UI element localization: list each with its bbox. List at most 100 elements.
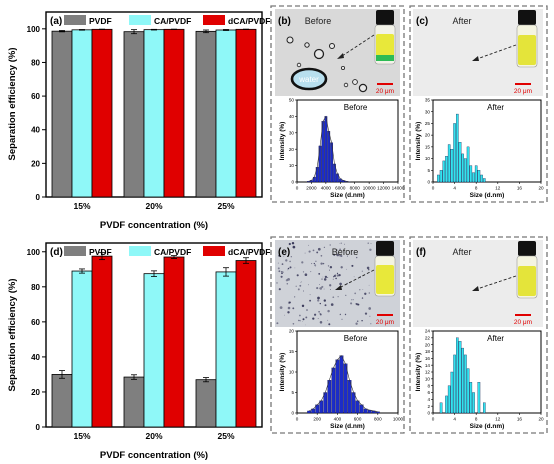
- speck: [280, 275, 283, 278]
- x-axis-title-d: PVDF concentration (%): [100, 450, 208, 461]
- hist-y-tick-label-f: 16: [425, 356, 431, 361]
- micrograph-label-b: Before: [305, 16, 332, 26]
- speck: [354, 292, 357, 295]
- hist-y-tick-label-f: 8: [427, 383, 430, 388]
- hist-bar-c: [466, 146, 470, 183]
- panel-box-b: [270, 5, 405, 203]
- hist-x-title-b: Size (d.nm): [330, 192, 365, 199]
- hist-x-tick-label-c: 16: [517, 186, 523, 191]
- hist-x-title-c: Size (d.nm): [470, 192, 505, 199]
- arrow-head-b: [337, 53, 344, 59]
- hist-bar-e: [319, 400, 324, 414]
- speck: [324, 304, 327, 307]
- micrograph-label-e: Before: [332, 247, 359, 257]
- hist-x-tick-label-b: 8000: [350, 186, 361, 191]
- speck: [336, 250, 337, 252]
- speck: [289, 266, 292, 269]
- hist-bar-f: [450, 371, 454, 414]
- speck: [329, 284, 332, 287]
- hist-bar-c: [442, 160, 446, 183]
- hist-y-tick-label-e: 20: [289, 329, 295, 334]
- y-tick-label-a: 0: [36, 193, 41, 202]
- hist-frame-c: [432, 99, 542, 183]
- speck: [329, 289, 331, 290]
- speck: [299, 284, 302, 287]
- speck: [304, 324, 306, 326]
- panel-box-c: [409, 5, 548, 203]
- hist-y-tick-label-f: 22: [425, 335, 431, 340]
- histogram-c: After 0 4 8 12 16 20 0 5 10 15 20 25 30 35 Size (d.nm) I…: [415, 98, 544, 199]
- hist-bar-f: [439, 402, 443, 414]
- speck: [284, 254, 286, 256]
- speck: [370, 242, 372, 244]
- bar-d: [195, 379, 217, 428]
- speck: [308, 244, 310, 246]
- speck: [281, 272, 283, 275]
- hist-y-tick-label-c: 25: [425, 121, 431, 126]
- hist-y-tick-label-f: 12: [425, 370, 431, 375]
- speck: [285, 279, 289, 282]
- legend-label-d: CA/PVDF: [154, 247, 191, 257]
- speck: [309, 299, 312, 302]
- speck: [281, 263, 284, 265]
- speck: [352, 299, 354, 301]
- speck: [327, 265, 330, 267]
- speck: [337, 296, 339, 298]
- hist-bar-f: [466, 368, 470, 414]
- x-tick-label-a: 25%: [217, 201, 234, 211]
- legend-label-d: dCA/PVDF: [228, 247, 271, 257]
- y-tick-label-a: 60: [31, 92, 40, 101]
- speck: [355, 322, 358, 325]
- hist-bar-c: [483, 178, 486, 183]
- speck: [312, 317, 315, 320]
- panel-label-f: (f): [416, 247, 426, 258]
- speck: [324, 275, 328, 279]
- hist-x-tick-label-b: 2000: [306, 186, 317, 191]
- speck: [370, 323, 372, 325]
- hist-bar-f: [483, 402, 486, 414]
- speck: [316, 251, 319, 254]
- bar-a: [71, 29, 93, 198]
- hist-x-tick-label-f: 20: [538, 417, 544, 422]
- speck: [283, 255, 285, 257]
- hist-y-tick-label-f: 14: [425, 363, 431, 368]
- vial-b: [374, 10, 396, 65]
- hist-x-tick-label-b: 10000: [363, 186, 376, 191]
- x-tick-label-a: 20%: [145, 201, 162, 211]
- speck: [276, 322, 279, 325]
- hist-y-title-b: Intensity (%): [279, 122, 286, 161]
- panel-label-c: (c): [416, 16, 428, 27]
- arrow-f: [473, 275, 517, 291]
- speck: [367, 242, 369, 244]
- speck: [315, 260, 317, 263]
- hist-y-tick-label-e: 10: [289, 370, 295, 375]
- speck: [320, 254, 323, 257]
- hist-bar-c: [445, 156, 448, 183]
- speck: [333, 253, 336, 256]
- speck: [296, 274, 299, 277]
- bar-d: [91, 255, 113, 428]
- speck: [277, 267, 280, 270]
- speck: [336, 272, 339, 275]
- speck: [310, 271, 312, 273]
- y-tick-label-d: 80: [31, 283, 40, 292]
- hist-x-tick-label-c: 8: [475, 186, 478, 191]
- bar-a: [215, 29, 237, 198]
- hist-x-tick-label-b: 0: [296, 186, 299, 191]
- hist-x-tick-label-c: 12: [495, 186, 501, 191]
- hist-bar-c: [469, 165, 473, 183]
- hist-x-tick-label-f: 12: [495, 417, 501, 422]
- hist-bar-c: [477, 170, 481, 183]
- speck: [336, 253, 340, 257]
- speck: [368, 307, 372, 310]
- speck: [299, 320, 301, 322]
- y-tick-label-d: 40: [31, 353, 40, 362]
- hist-y-tick-label-f: 24: [425, 329, 431, 334]
- hist-y-tick-label-b: 30: [289, 130, 295, 135]
- speck: [359, 289, 361, 291]
- scale-label-c: 20 μm: [514, 88, 532, 95]
- bar-d: [143, 273, 165, 428]
- speck: [294, 267, 296, 269]
- hist-bar-e: [375, 411, 380, 414]
- hist-bar-e: [343, 363, 348, 414]
